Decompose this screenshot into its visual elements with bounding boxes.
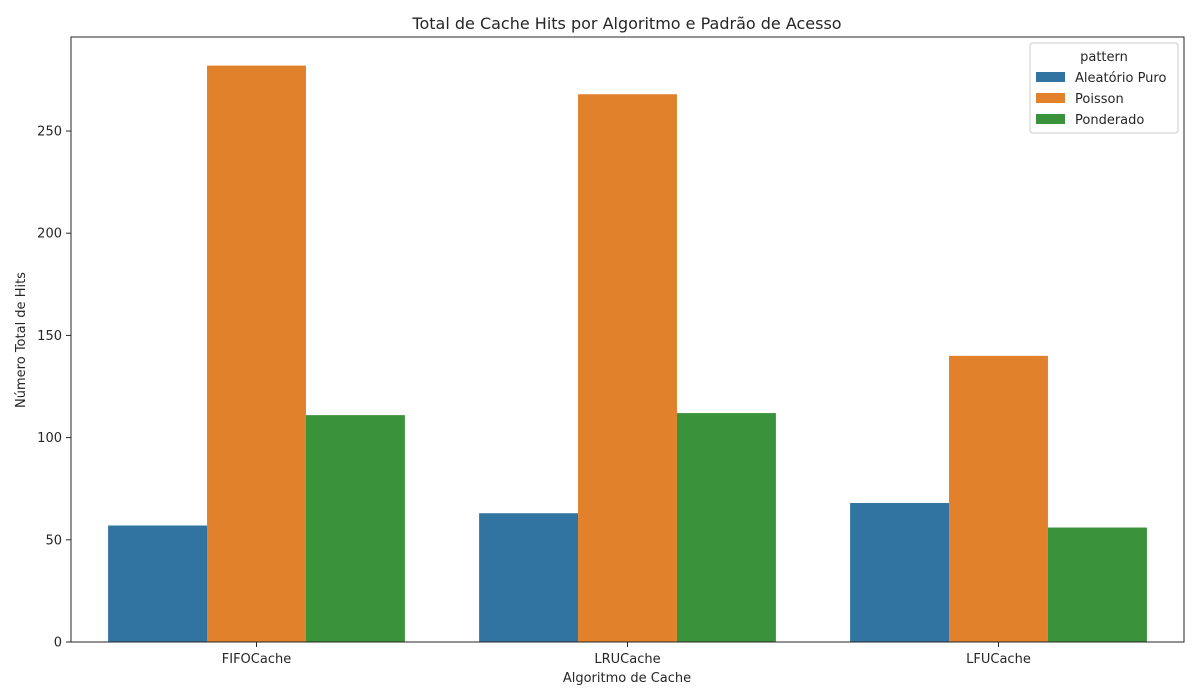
legend-swatch	[1036, 72, 1065, 82]
bar-aleat-rio-puro-lrucache	[479, 513, 579, 642]
bar-poisson-lfucache	[949, 355, 1048, 642]
chart-title: Total de Cache Hits por Algoritmo e Padr…	[411, 14, 841, 33]
x-axis-label: Algoritmo de Cache	[563, 671, 691, 686]
y-axis-label: Número Total de Hits	[14, 272, 29, 408]
legend-label: Aleatório Puro	[1075, 71, 1166, 86]
legend-swatch	[1036, 93, 1065, 103]
bars-group	[108, 65, 1147, 643]
x-tick-label: LRUCache	[594, 652, 660, 667]
y-tick-label: 100	[37, 431, 62, 446]
y-tick-label: 50	[45, 533, 62, 548]
y-tick-label: 200	[37, 227, 62, 242]
bar-aleat-rio-puro-lfucache	[850, 503, 950, 642]
x-tick-label: FIFOCache	[222, 652, 291, 667]
y-tick-label: 0	[54, 636, 62, 651]
bar-poisson-lrucache	[578, 94, 677, 643]
legend: pattern Aleatório Puro Poisson Ponderado	[1029, 42, 1179, 134]
bar-aleat-rio-puro-fifocache	[108, 525, 208, 642]
bar-ponderado-fifocache	[305, 415, 405, 643]
x-axis-ticks: FIFOCache LRUCache LFUCache	[222, 642, 1031, 667]
bar-ponderado-lfucache	[1047, 527, 1147, 642]
y-tick-label: 250	[37, 125, 62, 140]
legend-swatch	[1036, 114, 1065, 124]
bar-poisson-fifocache	[207, 65, 306, 643]
legend-box	[1029, 42, 1179, 134]
x-tick-label: LFUCache	[966, 652, 1031, 667]
y-axis-ticks: 0 50 100 150 200 250	[37, 125, 71, 651]
legend-items: Aleatório Puro Poisson Ponderado	[1036, 71, 1166, 128]
legend-title: pattern	[1080, 50, 1128, 65]
y-tick-label: 150	[37, 329, 62, 344]
plot-frame	[70, 36, 1185, 643]
bar-ponderado-lrucache	[676, 413, 776, 642]
legend-label: Poisson	[1075, 92, 1124, 107]
legend-label: Ponderado	[1075, 113, 1144, 128]
